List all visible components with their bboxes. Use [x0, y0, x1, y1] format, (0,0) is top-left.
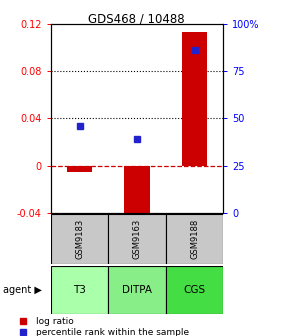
Text: GSM9163: GSM9163	[133, 219, 142, 259]
Text: T3: T3	[73, 285, 86, 295]
Text: GSM9183: GSM9183	[75, 219, 84, 259]
Bar	[67, 166, 93, 172]
Text: percentile rank within the sample: percentile rank within the sample	[36, 328, 189, 336]
Bar	[166, 266, 223, 314]
Text: agent ▶: agent ▶	[3, 285, 42, 295]
Text: DITPA: DITPA	[122, 285, 152, 295]
Text: log ratio: log ratio	[36, 317, 74, 326]
Bar	[124, 166, 150, 223]
Bar	[51, 214, 108, 264]
Text: CGS: CGS	[184, 285, 206, 295]
Text: GDS468 / 10488: GDS468 / 10488	[88, 13, 185, 26]
Bar	[108, 214, 166, 264]
Text: GSM9188: GSM9188	[190, 219, 199, 259]
Bar	[166, 214, 223, 264]
Bar	[182, 32, 207, 166]
Bar	[108, 266, 166, 314]
Bar	[51, 266, 108, 314]
